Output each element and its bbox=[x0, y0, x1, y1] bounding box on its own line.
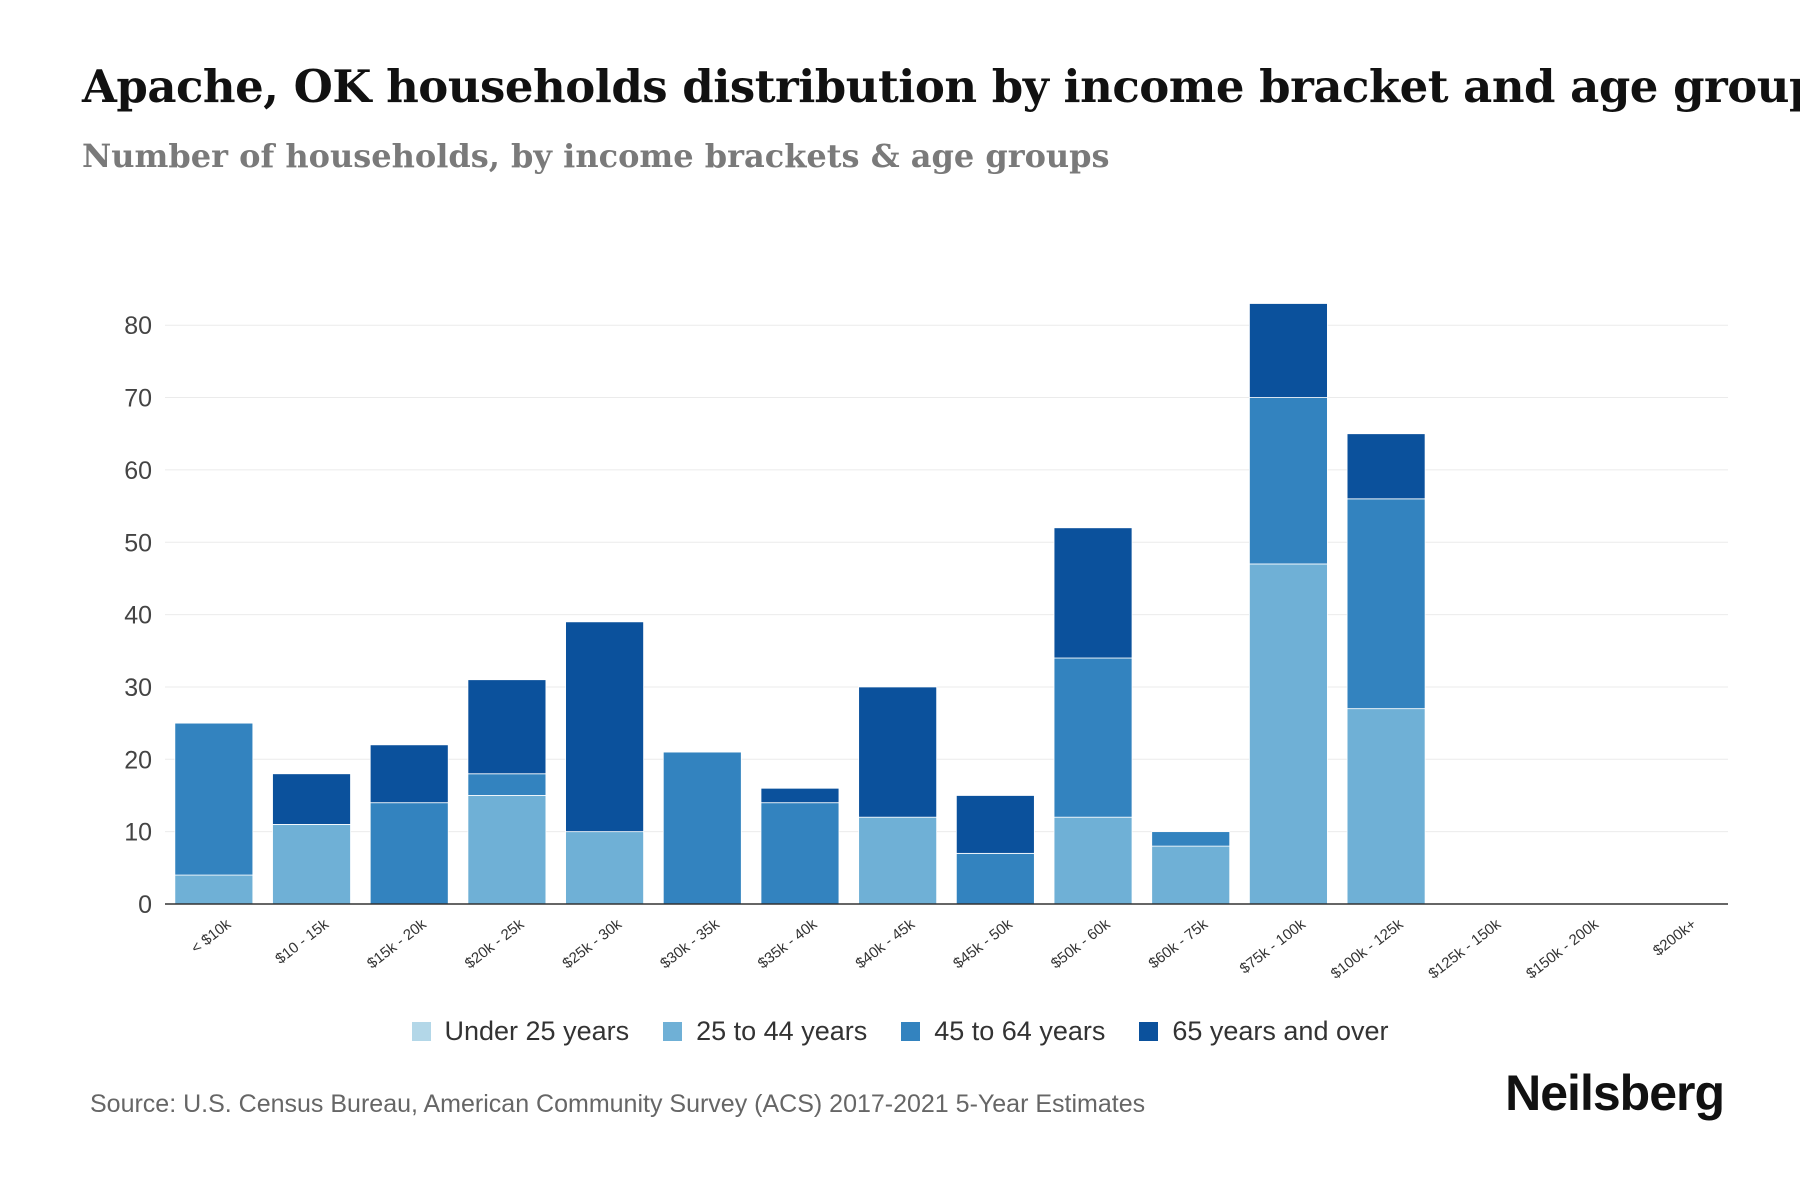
legend-item: 45 to 64 years bbox=[901, 1016, 1105, 1047]
y-axis-ticks: 0 10 20 30 40 50 60 70 80 bbox=[124, 312, 152, 919]
bar-segment-1-2 bbox=[174, 874, 254, 905]
legend-swatch bbox=[663, 1022, 683, 1041]
x-tick-label: $60k - 75k bbox=[1146, 915, 1212, 972]
x-tick-label: $15k - 20k bbox=[364, 915, 430, 972]
bar-segment-13-3 bbox=[1346, 498, 1426, 710]
x-tick-label: $45k - 50k bbox=[950, 915, 1016, 972]
bar-segment-4-3 bbox=[467, 773, 547, 796]
x-tick-label: < $10k bbox=[188, 915, 235, 957]
bar-segment-4-4 bbox=[467, 679, 547, 775]
stacked-bar-chart: 0 10 20 30 40 50 60 70 80 < $10k $10 - 15k $15k - … bbox=[124, 303, 1728, 983]
y-tick-label: 70 bbox=[124, 385, 152, 413]
legend: Under 25 years 25 to 44 years 45 to 64 yea… bbox=[0, 1016, 1800, 1047]
bar-segment-10-2 bbox=[1053, 816, 1133, 905]
bar-segment-5-2 bbox=[565, 831, 644, 905]
y-tick-label: 40 bbox=[124, 602, 152, 630]
brand-logo: Neilsberg bbox=[1505, 1065, 1725, 1121]
x-tick-label: $25k - 30k bbox=[559, 915, 625, 972]
y-tick-label: 30 bbox=[124, 674, 152, 702]
bar-segment-10-4 bbox=[1053, 527, 1133, 659]
gridlines bbox=[165, 324, 1728, 833]
bar-segment-11-3 bbox=[1151, 831, 1231, 847]
bar-segment-8-4 bbox=[858, 686, 938, 818]
bar-segment-13-2 bbox=[1346, 708, 1426, 905]
y-tick-label: 20 bbox=[124, 746, 152, 774]
legend-label: 25 to 44 years bbox=[696, 1016, 868, 1046]
x-tick-label: $200k+ bbox=[1650, 916, 1700, 960]
bar-segment-12-3 bbox=[1249, 397, 1328, 565]
x-tick-label: $100k - 125k bbox=[1328, 915, 1407, 982]
y-tick-label: 0 bbox=[138, 891, 152, 919]
bar-segment-3-3 bbox=[369, 802, 449, 905]
x-tick-label: $75k - 100k bbox=[1237, 915, 1310, 977]
x-tick-label: $30k - 35k bbox=[657, 915, 723, 972]
chart-title: Apache, OK households distribution by in… bbox=[82, 60, 1800, 113]
bar-segment-11-2 bbox=[1151, 845, 1231, 905]
legend-item: 65 years and over bbox=[1139, 1016, 1389, 1047]
bar-segment-2-2 bbox=[272, 824, 351, 905]
bar-segment-10-3 bbox=[1053, 657, 1133, 818]
x-tick-label: $50k - 60k bbox=[1048, 915, 1114, 972]
bar-segment-6-3 bbox=[662, 751, 742, 905]
bar-segment-12-4 bbox=[1249, 303, 1328, 398]
bar-segment-7-3 bbox=[760, 802, 840, 905]
chart-subtitle: Number of households, by income brackets… bbox=[82, 137, 1110, 175]
y-tick-label: 80 bbox=[124, 312, 152, 340]
x-tick-label: $40k - 45k bbox=[852, 915, 918, 972]
bars bbox=[174, 303, 1426, 905]
y-tick-label: 10 bbox=[124, 819, 152, 847]
x-tick-label: $125k - 150k bbox=[1425, 915, 1504, 982]
bar-segment-9-3 bbox=[955, 852, 1035, 905]
y-tick-label: 60 bbox=[124, 457, 152, 485]
bar-segment-8-2 bbox=[858, 816, 938, 905]
legend-item: 25 to 44 years bbox=[663, 1016, 867, 1047]
source-note: Source: U.S. Census Bureau, American Com… bbox=[90, 1090, 1146, 1118]
x-tick-label: $10 - 15k bbox=[272, 915, 332, 967]
bar-segment-9-4 bbox=[955, 795, 1035, 854]
bar-segment-5-4 bbox=[565, 621, 644, 833]
legend-label: 45 to 64 years bbox=[934, 1016, 1106, 1046]
legend-label: 65 years and over bbox=[1172, 1016, 1389, 1046]
x-tick-label: $35k - 40k bbox=[755, 915, 821, 972]
legend-swatch bbox=[901, 1022, 921, 1041]
bar-segment-3-4 bbox=[369, 744, 449, 804]
legend-swatch bbox=[411, 1022, 431, 1041]
legend-swatch bbox=[1139, 1022, 1159, 1041]
bar-segment-12-2 bbox=[1249, 563, 1328, 905]
x-tick-label: $20k - 25k bbox=[462, 915, 528, 972]
bar-segment-1-3 bbox=[174, 722, 254, 876]
x-tick-label: $150k - 200k bbox=[1523, 915, 1602, 982]
bar-segment-2-4 bbox=[272, 773, 351, 825]
legend-item: Under 25 years bbox=[411, 1016, 630, 1047]
bar-segment-13-4 bbox=[1346, 433, 1426, 500]
legend-label: Under 25 years bbox=[444, 1016, 630, 1046]
x-axis-ticks: < $10k $10 - 15k $15k - 20k $20k - 25k $25k … bbox=[188, 915, 1700, 982]
bar-segment-4-2 bbox=[467, 795, 547, 905]
y-tick-label: 50 bbox=[124, 529, 152, 557]
bar-segment-7-4 bbox=[760, 787, 840, 804]
